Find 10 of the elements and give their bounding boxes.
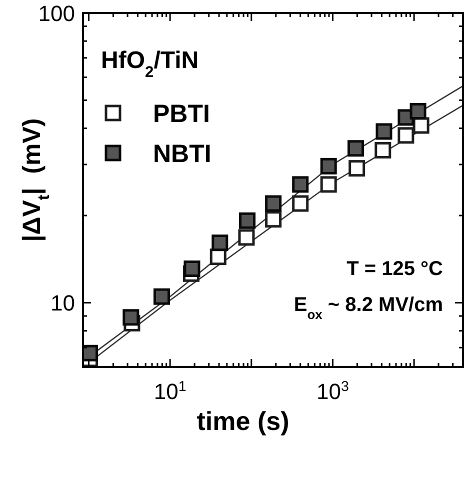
legend-label: PBTI: [153, 100, 210, 128]
annotation: T = 125 °C: [346, 258, 443, 280]
legend-label: NBTI: [153, 140, 212, 168]
annotation: HfO$_{2}$/TiN: [101, 47, 199, 80]
x-axis-title: time (s): [196, 406, 290, 436]
y-tick-label: 10: [50, 290, 75, 316]
x-tick-label: 10$^{1}$: [154, 379, 186, 404]
annotation: E$_{ox}$ ~ 8.2 MV/cm: [294, 294, 443, 322]
x-tick-label: 10$^{3}$: [316, 379, 349, 404]
y-tick-label: 100: [38, 1, 75, 26]
